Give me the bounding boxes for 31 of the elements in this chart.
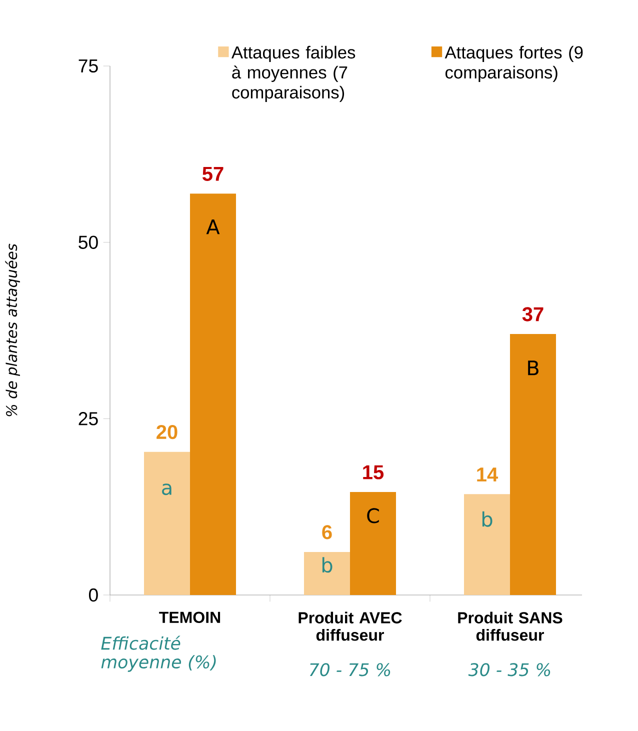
y-tick-label: 0: [88, 588, 98, 602]
data-label: 14: [477, 468, 498, 482]
annotation: a: [162, 484, 172, 496]
bar: [304, 552, 350, 595]
x-tick-label: Produit AVEC diffuseur: [298, 612, 402, 641]
y-axis-title: % de plantes attaquées: [5, 244, 20, 416]
text: Efficacité moyenne (%): [101, 636, 216, 672]
annotation: B: [528, 360, 538, 376]
legend-label: Attaques fortes (9 comparaisons): [444, 46, 583, 82]
text: 70 - 75 %: [310, 663, 390, 676]
bar: [190, 194, 236, 595]
y-tick-label: 50: [78, 236, 98, 249]
annotation: b: [482, 511, 492, 527]
x-tick-label: TEMOIN: [159, 612, 220, 624]
data-label: 6: [322, 525, 332, 540]
data-label: 15: [363, 465, 384, 480]
y-tick-label: 25: [78, 412, 98, 426]
annotation: A: [206, 220, 220, 234]
annotation: C: [367, 508, 379, 524]
data-label: 57: [202, 167, 224, 181]
data-label: 20: [156, 424, 178, 440]
bar: [510, 334, 556, 595]
annotation: b: [322, 557, 332, 573]
x-tick-label: Produit SANS diffuseur: [458, 612, 562, 641]
text: 30 - 35 %: [468, 663, 550, 676]
bar: [350, 492, 396, 595]
legend-label: Attaques faibles à moyennes (7 comparaisons): [231, 46, 356, 102]
bar: [464, 494, 510, 595]
bar: [144, 452, 190, 595]
data-label: 37: [522, 307, 544, 322]
y-tick-label: 75: [78, 59, 98, 73]
